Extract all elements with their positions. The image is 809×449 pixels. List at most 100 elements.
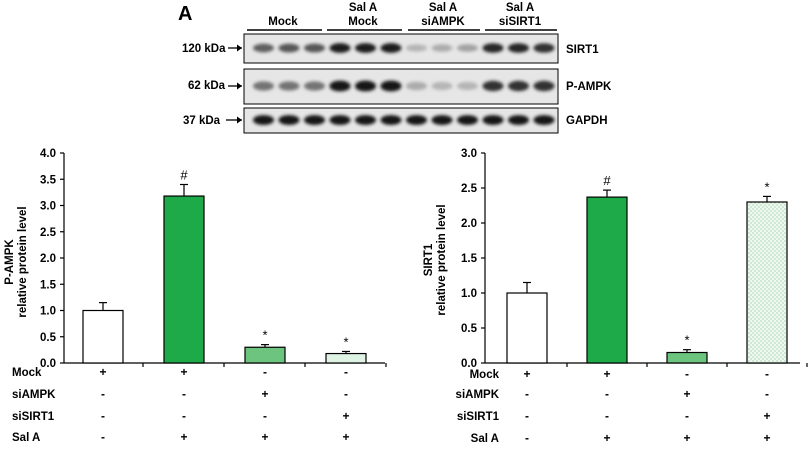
- condition-label: Mock: [12, 367, 42, 379]
- blot-band: [380, 80, 402, 92]
- y-tick-label: 2.0: [461, 218, 477, 230]
- group-header-4-line1: Sal A: [506, 2, 534, 14]
- bar: [586, 196, 628, 364]
- condition-sign: +: [683, 431, 690, 445]
- y-tick-label: 1.5: [40, 279, 57, 291]
- bar: [746, 201, 788, 364]
- y-tick-label: 1.0: [40, 306, 56, 318]
- arrow-icon: [237, 44, 242, 52]
- condition-sign: -: [525, 409, 529, 423]
- blot-band: [457, 81, 478, 91]
- blot-band: [380, 43, 402, 53]
- condition-table-right: Mock + + - - siAMPK - - + - siSIRT1 - - - + Sal A - + + +: [456, 367, 771, 445]
- y-tick-label: 2.0: [40, 253, 56, 265]
- significance-mark: #: [603, 173, 611, 188]
- blot-band: [508, 115, 529, 125]
- blot-protein-label-sirt1: SIRT1: [566, 44, 599, 56]
- group-header-3-line2: siAMPK: [421, 16, 465, 28]
- bar: [325, 352, 367, 364]
- condition-sign: -: [263, 409, 267, 423]
- blot-band: [482, 43, 504, 53]
- condition-sign: +: [180, 430, 187, 444]
- bar: [163, 195, 205, 364]
- blot-band: [329, 115, 351, 125]
- blot-band: [482, 80, 504, 92]
- y-tick-label: 2.5: [461, 183, 478, 195]
- significance-mark: *: [262, 328, 267, 343]
- blot-band: [278, 43, 300, 53]
- blot-group-headers: Mock Sal A Mock Sal A siAMPK Sal A siSIR…: [247, 2, 557, 31]
- condition-label: Sal A: [471, 433, 499, 445]
- bar: [244, 346, 286, 364]
- y-tick-label: 1.5: [461, 253, 478, 265]
- blot-size-label-sirt1: 120 kDa: [182, 43, 226, 55]
- condition-sign: -: [765, 387, 769, 401]
- group-header-1-line2: Mock: [268, 16, 298, 28]
- blot-bands-gapdh: [253, 115, 555, 125]
- blot-protein-label-pampk: P-AMPK: [566, 81, 612, 93]
- blot-band: [406, 81, 427, 91]
- blot-band: [355, 115, 376, 125]
- significance-mark: *: [343, 334, 348, 349]
- condition-sign: +: [261, 430, 268, 444]
- significance-mark: *: [684, 333, 689, 348]
- group-header-2-line2: Mock: [348, 16, 378, 28]
- condition-sign: +: [603, 431, 610, 445]
- blot-band: [329, 80, 351, 92]
- blot-row-pampk: 62 kDa P-AMPK: [188, 68, 612, 105]
- condition-sign: +: [180, 365, 187, 379]
- blot-band: [304, 115, 325, 125]
- y-axis-label-line1: P-AMPK: [4, 239, 16, 285]
- blot-band: [406, 44, 427, 52]
- blot-size-label-gapdh: 37 kDa: [183, 115, 221, 127]
- condition-label: Mock: [470, 369, 500, 381]
- condition-sign: +: [763, 431, 770, 445]
- blot-band: [355, 80, 376, 92]
- blot-band: [533, 80, 555, 92]
- chart-sirt1: SIRT1 relative protein level 0.0 0.5 1.0 1.…: [423, 148, 808, 370]
- blot-band: [431, 115, 453, 125]
- condition-sign: +: [603, 367, 610, 381]
- condition-sign: -: [263, 365, 267, 379]
- condition-label: siSIRT1: [12, 411, 55, 423]
- significance-mark: *: [764, 179, 769, 194]
- blot-band: [329, 43, 351, 53]
- condition-sign: +: [261, 387, 268, 401]
- blot-band: [253, 115, 274, 125]
- arrow-icon: [237, 116, 242, 124]
- blot-bands-sirt1: [253, 43, 555, 53]
- condition-sign: -: [101, 387, 105, 401]
- blot-band: [253, 81, 274, 91]
- blot-row-gapdh: 37 kDa GAPDH: [183, 107, 608, 134]
- condition-sign: -: [182, 409, 186, 423]
- condition-sign: -: [685, 367, 689, 381]
- y-axis-label-line2: relative protein level: [436, 204, 448, 315]
- blot-band: [278, 115, 300, 125]
- condition-sign: +: [523, 367, 530, 381]
- bar: [82, 309, 124, 364]
- condition-label: siAMPK: [12, 389, 56, 401]
- condition-sign: +: [99, 365, 106, 379]
- condition-sign: -: [344, 365, 348, 379]
- y-tick-label: 4.0: [40, 148, 56, 160]
- blot-band: [304, 81, 325, 91]
- blot-band: [355, 43, 376, 53]
- condition-sign: -: [344, 387, 348, 401]
- y-axis-label-line1: SIRT1: [423, 243, 435, 276]
- group-header-2-line1: Sal A: [349, 2, 377, 14]
- condition-sign: +: [342, 430, 349, 444]
- condition-sign: +: [342, 409, 349, 423]
- bar: [506, 292, 548, 364]
- condition-sign: -: [525, 431, 529, 445]
- y-tick-label: 3.0: [461, 148, 477, 160]
- condition-label: Sal A: [12, 432, 40, 444]
- y-axis-label-line2: relative protein level: [17, 206, 29, 317]
- condition-sign: -: [685, 409, 689, 423]
- condition-sign: +: [683, 387, 690, 401]
- y-tick-label: 2.5: [40, 227, 57, 239]
- bar: [666, 351, 708, 364]
- group-header-3-line1: Sal A: [429, 2, 457, 14]
- blot-band: [431, 81, 453, 91]
- blot-size-label-pampk: 62 kDa: [188, 80, 226, 92]
